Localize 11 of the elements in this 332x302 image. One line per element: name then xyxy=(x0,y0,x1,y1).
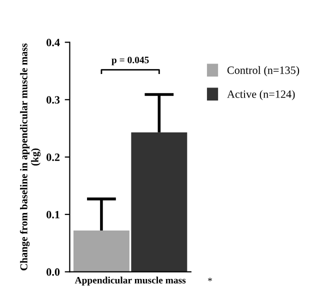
text: * xyxy=(208,278,212,282)
legend-label: Active (n=124) xyxy=(227,90,295,100)
y-tick-label: 0.3 xyxy=(46,96,60,104)
y-tick-label: 0.2 xyxy=(46,154,60,162)
y-axis-title: Change from baseline in appendicular muscle mass (kg) xyxy=(20,43,41,270)
x-tick-label: Appendicular muscle mass xyxy=(74,276,186,286)
y-tick-label: 0.4 xyxy=(46,38,60,46)
annotation: p = 0.045 xyxy=(112,56,149,66)
y-tick-label: 0.0 xyxy=(46,268,60,276)
y-tick-label: 0.1 xyxy=(46,210,60,218)
legend-label: Control (n=135) xyxy=(227,66,300,76)
